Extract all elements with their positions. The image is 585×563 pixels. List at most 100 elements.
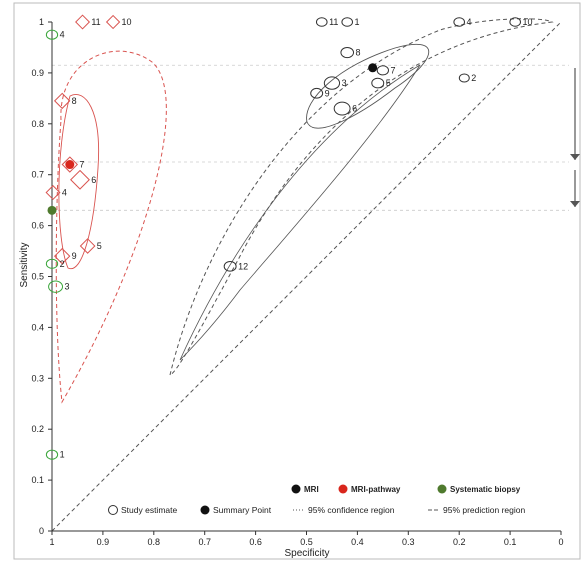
systematic-biopsy-study-marker	[45, 29, 59, 40]
mri-confidence-band	[179, 64, 421, 361]
mri-pathway-study-label: 8	[72, 96, 77, 106]
mri-study-marker	[340, 46, 355, 59]
y-axis-label: Sensitivity	[19, 242, 30, 287]
legend-summary-swatch	[200, 505, 210, 515]
mri-pathway-study-label: 5	[97, 241, 102, 251]
figure-border	[13, 2, 581, 560]
mri-study-marker	[458, 73, 470, 83]
mri-study-marker	[323, 76, 341, 90]
systematic-biopsy-study-label: 4	[60, 30, 65, 40]
y-tick-label: 0.9	[31, 68, 44, 78]
mri-pathway-study-marker	[105, 14, 121, 30]
x-axis-ticks: 1 0.9 0.8 0.7 0.6 0.5 0.4 0.3 0.2 0.1 0	[49, 531, 564, 547]
y-tick-label: 0.8	[31, 119, 44, 129]
mri-study-marker	[341, 17, 354, 27]
side-arrows	[570, 68, 580, 207]
mri-pathway-study-label: 4	[62, 188, 67, 198]
systematic-biopsy-study-label: 2	[60, 259, 65, 269]
mri-study-marker	[315, 17, 328, 27]
mri-pathway-study-label: 10	[122, 17, 132, 27]
mri-pathway-study-marker	[53, 92, 71, 110]
regions-layer	[55, 18, 554, 404]
legend-group-label: MRI	[304, 485, 319, 494]
mri-study-label: 2	[471, 73, 476, 83]
mri-study-marker	[310, 87, 324, 99]
reference-diagonal	[51, 21, 562, 532]
x-tick-label: 0	[558, 537, 563, 547]
mri-pathway-study-marker	[53, 247, 71, 265]
mri-pathway-study-label: 6	[91, 175, 96, 185]
x-tick-label: 1	[49, 537, 54, 547]
mri-study-marker	[371, 77, 385, 89]
x-tick-label: 0.2	[453, 537, 466, 547]
mri-study-marker	[333, 101, 351, 116]
mri-study-marker	[223, 260, 237, 272]
mri-pathway-study-label: 9	[72, 251, 77, 261]
mri-study-label: 11	[329, 17, 338, 27]
systematic-biopsy-study-marker	[45, 449, 59, 460]
x-tick-label: 0.7	[198, 537, 211, 547]
x-tick-label: 0.9	[97, 537, 110, 547]
mri-study-label: 8	[356, 48, 361, 58]
legend-study-swatch	[108, 505, 118, 515]
x-tick-label: 0.8	[148, 537, 161, 547]
y-tick-label: 0.4	[31, 322, 44, 332]
y-tick-label: 0.1	[31, 475, 44, 485]
mri-study-marker	[453, 17, 466, 27]
mri-pathway-study-marker	[79, 238, 96, 254]
mri-study-label: 6	[352, 104, 357, 114]
legend: MRI MRI-pathway Systematic biopsy Study est…	[108, 484, 525, 515]
systematic-biopsy-study-marker	[48, 280, 64, 293]
x-tick-label: 0.6	[249, 537, 262, 547]
chance-diagonal-line	[51, 21, 562, 532]
mri-summary-point	[368, 63, 378, 73]
mri-study-label: 12	[238, 261, 248, 271]
legend-group-swatch	[338, 484, 348, 494]
x-tick-label: 0.5	[300, 537, 313, 547]
mri-study-label: 10	[523, 17, 533, 27]
y-tick-label: 0.7	[31, 170, 44, 180]
summary-points	[47, 63, 378, 215]
legend-item-label: 95% confidence region	[308, 505, 395, 515]
systematic-biopsy-study-label: 3	[65, 282, 70, 292]
mri-pathway-study-marker	[70, 169, 90, 190]
y-tick-label: 0	[39, 526, 44, 536]
side-arrow-head	[570, 201, 580, 207]
mri-pathway-study-marker	[45, 185, 61, 201]
mri-pathway-summary-point	[65, 160, 75, 170]
legend-item-label: 95% prediction region	[443, 505, 525, 515]
legend-group-label: Systematic biopsy	[450, 485, 521, 494]
mri-study-label: 5	[386, 78, 391, 88]
mri-study-label: 3	[342, 78, 347, 88]
legend-group-swatch	[437, 484, 447, 494]
mri-study-label: 1	[355, 17, 360, 27]
mri-pathway-confidence-region	[58, 94, 100, 270]
guide-lines	[52, 64, 569, 211]
mri-pathway-study-marker	[61, 156, 79, 173]
legend-group-swatch	[291, 484, 301, 494]
mri-study-label: 7	[390, 65, 395, 75]
mri-pathway-study-label: 11	[91, 17, 100, 27]
mri-study-label: 4	[467, 17, 472, 27]
mri-study-label: 9	[325, 88, 330, 98]
legend-item-label: Summary Point	[213, 505, 272, 515]
mri-prediction-region	[169, 18, 554, 376]
x-tick-label: 0.4	[351, 537, 364, 547]
mri-pathway-study-marker	[75, 14, 91, 30]
legend-group-label: MRI-pathway	[351, 485, 401, 494]
x-tick-label: 0.3	[402, 537, 415, 547]
y-tick-label: 0.2	[31, 424, 44, 434]
side-arrow-head	[570, 154, 580, 160]
systematic-biopsy-summary-point	[47, 205, 57, 215]
y-tick-label: 0.6	[31, 221, 44, 231]
y-axis-ticks: 0 0.1 0.2 0.3 0.4 0.5 0.6 0.7 0.8 0.9 1	[31, 17, 52, 536]
mri-study-marker	[509, 17, 522, 27]
systematic-biopsy-study-marker	[45, 258, 59, 269]
y-tick-label: 0.5	[31, 272, 44, 282]
mri-study-marker	[376, 65, 389, 76]
legend-item-label: Study estimate	[121, 505, 177, 515]
mri-summary-confidence-ellipse	[306, 43, 430, 129]
mri-pathway-study-label: 7	[79, 160, 84, 170]
